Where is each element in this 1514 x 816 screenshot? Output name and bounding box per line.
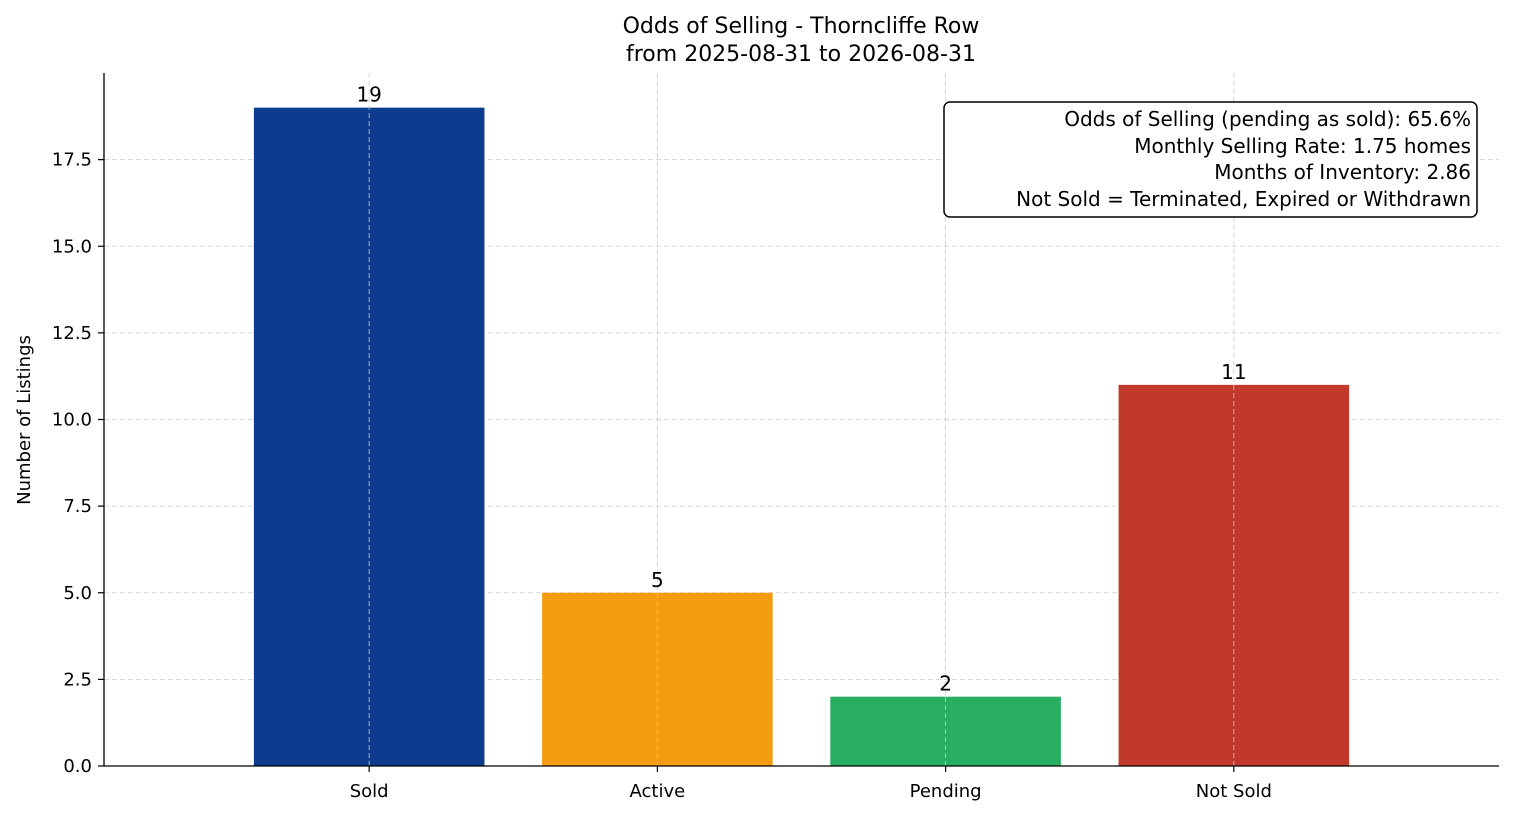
y-tick-label: 2.5 — [63, 669, 92, 690]
y-tick-label: 0.0 — [63, 756, 92, 777]
chart-title-line-1: Odds of Selling - Thorncliffe Row — [623, 14, 980, 39]
y-tick-label: 7.5 — [63, 496, 92, 517]
data-labels: 19 5 2 11 — [356, 83, 1246, 696]
info-line-rate: Monthly Selling Rate: 1.75 homes — [1134, 134, 1471, 158]
y-tick-label: 5.0 — [63, 583, 92, 604]
chart-title-line-2: from 2025-08-31 to 2026-08-31 — [626, 42, 976, 67]
x-ticks: Sold Active Pending Not Sold — [350, 766, 1272, 802]
bar-value-label: 5 — [651, 568, 664, 592]
y-ticks: 0.0 2.5 5.0 7.5 10.0 12.5 15.0 17.5 — [52, 150, 104, 777]
info-box: Odds of Selling (pending as sold): 65.6%… — [943, 101, 1478, 218]
y-tick-label: 17.5 — [52, 150, 92, 171]
x-tick-label: Active — [630, 781, 686, 802]
info-box-frame — [943, 101, 1478, 218]
x-tick-label: Not Sold — [1196, 781, 1272, 802]
bar-value-label: 19 — [356, 83, 381, 107]
info-line-odds: Odds of Selling (pending as sold): 65.6% — [1064, 107, 1471, 131]
x-tick-label: Sold — [350, 781, 389, 802]
info-line-note: Not Sold = Terminated, Expired or Withdr… — [1016, 187, 1471, 211]
y-tick-label: 10.0 — [52, 410, 92, 431]
info-line-inventory: Months of Inventory: 2.86 — [1214, 160, 1471, 184]
y-tick-label: 15.0 — [52, 236, 92, 257]
y-tick-label: 12.5 — [52, 323, 92, 344]
bar-value-label: 2 — [939, 672, 952, 696]
bar-value-label: 11 — [1221, 360, 1246, 384]
y-axis-label: Number of Listings — [14, 335, 35, 505]
bar-not-sold — [1118, 384, 1350, 766]
chart-title: Odds of Selling - Thorncliffe Row from 2… — [623, 14, 980, 67]
x-tick-label: Pending — [910, 781, 982, 802]
